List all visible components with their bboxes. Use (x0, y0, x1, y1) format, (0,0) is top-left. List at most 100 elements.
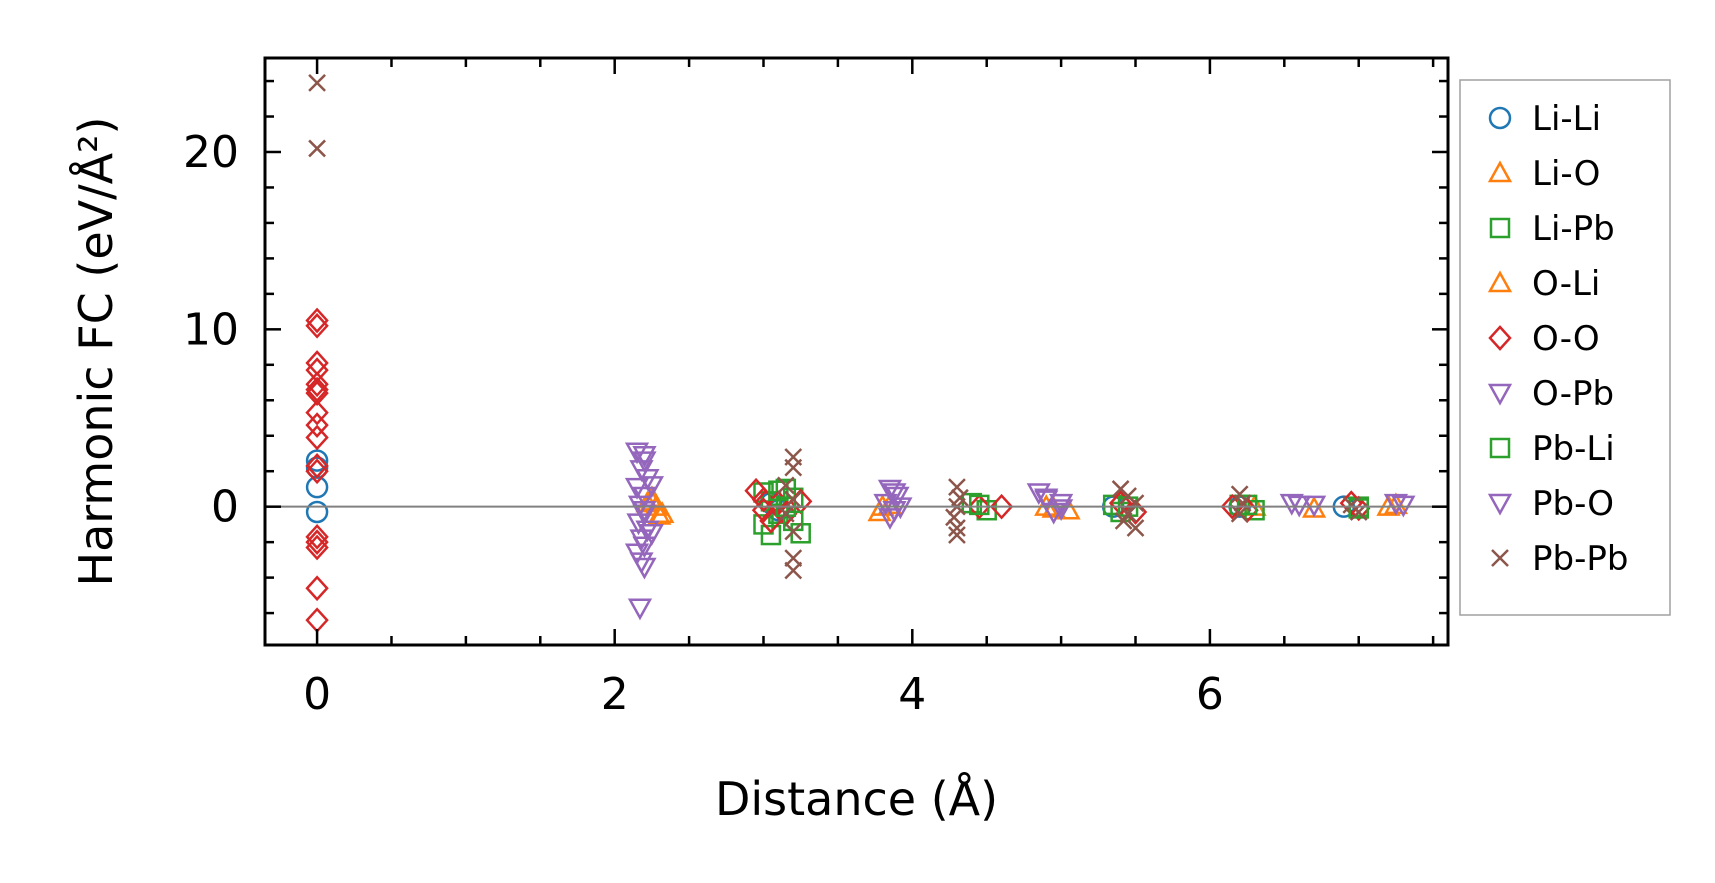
legend-label: Pb-Pb (1532, 539, 1628, 579)
legend-label: Pb-Li (1532, 429, 1615, 469)
legend-label: Li-Li (1532, 99, 1601, 139)
data-point (1236, 494, 1258, 516)
data-point (627, 598, 653, 621)
data-point (305, 453, 329, 479)
data-point (948, 519, 966, 537)
plot-area-frame (263, 56, 1450, 647)
data-point (776, 476, 795, 495)
data-point (873, 493, 898, 516)
data-point (305, 575, 329, 602)
legend-label: O-Li (1532, 264, 1600, 304)
data-point (1114, 511, 1133, 530)
data-point (784, 458, 803, 477)
legend-marker (1487, 383, 1513, 406)
data-point (639, 476, 665, 498)
data-point (967, 493, 991, 520)
data-point (1383, 493, 1409, 516)
x-tick-label: 4 (898, 669, 926, 720)
data-point (948, 526, 966, 544)
data-point (1108, 490, 1133, 516)
data-point (305, 529, 329, 556)
data-point (305, 350, 329, 376)
data-point (305, 449, 329, 472)
legend-marker (1488, 325, 1512, 351)
legend-item: Pb-Pb (1491, 539, 1628, 579)
legend: Li-Li Li-O Li-Pb O-Li O-O O-Pb Pb-Li Pb-O Pb-Pb (1459, 79, 1671, 616)
legend-label: Li-Pb (1532, 209, 1615, 249)
legend-items: Li-Li Li-O Li-Pb O-Li O-O O-Pb Pb-Li Pb-O Pb-Pb (1487, 99, 1628, 579)
legend-item: Li-Pb (1489, 209, 1615, 249)
data-point (647, 502, 672, 525)
legend-marker (1489, 217, 1511, 239)
data-point (1034, 488, 1059, 511)
data-point (784, 522, 803, 541)
series-li-li (305, 449, 1356, 524)
data-point (305, 312, 329, 339)
data-point (1244, 499, 1265, 521)
data-point (1048, 499, 1074, 522)
x-tick-label: 6 (1196, 669, 1224, 720)
y-tick-label: 0 (211, 482, 239, 533)
y-tick-label: 20 (183, 127, 239, 178)
legend-item: Li-Li (1488, 99, 1601, 139)
data-point (776, 504, 795, 523)
data-point (948, 478, 966, 497)
data-point (784, 490, 803, 509)
data-point (305, 534, 329, 561)
data-point (753, 514, 774, 535)
x-axis-label: Distance (Å) (715, 772, 998, 826)
data-point (639, 524, 665, 546)
legend-item: O-Li (1487, 264, 1600, 304)
legend-item: Pb-O (1487, 484, 1614, 524)
data-point (305, 458, 329, 485)
series-o-o (305, 307, 1371, 634)
data-point (1230, 504, 1249, 523)
data-point (760, 524, 782, 546)
legend-label: Li-O (1532, 154, 1600, 194)
data-point (1026, 483, 1051, 506)
data-point (632, 536, 657, 559)
legend-label: O-O (1532, 319, 1600, 359)
data-point (1126, 519, 1145, 537)
data-point (1233, 494, 1252, 513)
data-point (877, 479, 903, 502)
data-points (305, 73, 1416, 634)
axis-ticks (265, 58, 1448, 645)
legend-marker (1487, 270, 1513, 293)
legend-item: Pb-Li (1489, 429, 1615, 469)
legend-item: O-Pb (1487, 374, 1614, 414)
axis-tick-labels: 0 2 4 6 0 10 20 (183, 127, 1224, 720)
x-tick-label: 2 (601, 669, 629, 720)
legend-marker (1487, 493, 1513, 516)
data-point (768, 480, 789, 501)
legend-marker (1491, 549, 1509, 567)
data-point (784, 561, 803, 580)
data-point (989, 493, 1014, 520)
y-tick-label: 10 (183, 304, 239, 355)
series-pb-o (632, 445, 1416, 580)
legend-box (1459, 79, 1671, 616)
data-point (1348, 498, 1369, 519)
data-point (305, 475, 329, 499)
data-point (305, 523, 329, 550)
data-point (308, 73, 326, 92)
data-point (1126, 494, 1145, 513)
series-pb-pb (308, 73, 1368, 580)
legend-marker (1488, 106, 1512, 130)
data-point (305, 399, 329, 426)
data-point (305, 424, 329, 451)
series-o-pb (624, 442, 1409, 621)
data-point (877, 508, 903, 530)
data-point (632, 445, 657, 468)
data-point (305, 307, 329, 334)
legend-marker (1487, 160, 1513, 183)
data-point (945, 508, 963, 527)
data-point (632, 557, 657, 580)
data-point (626, 513, 651, 536)
data-point (961, 492, 983, 514)
legend-item: O-O (1488, 319, 1600, 359)
legend-label: Pb-O (1532, 484, 1614, 524)
x-tick-label: 0 (303, 669, 331, 720)
data-point (632, 500, 657, 523)
